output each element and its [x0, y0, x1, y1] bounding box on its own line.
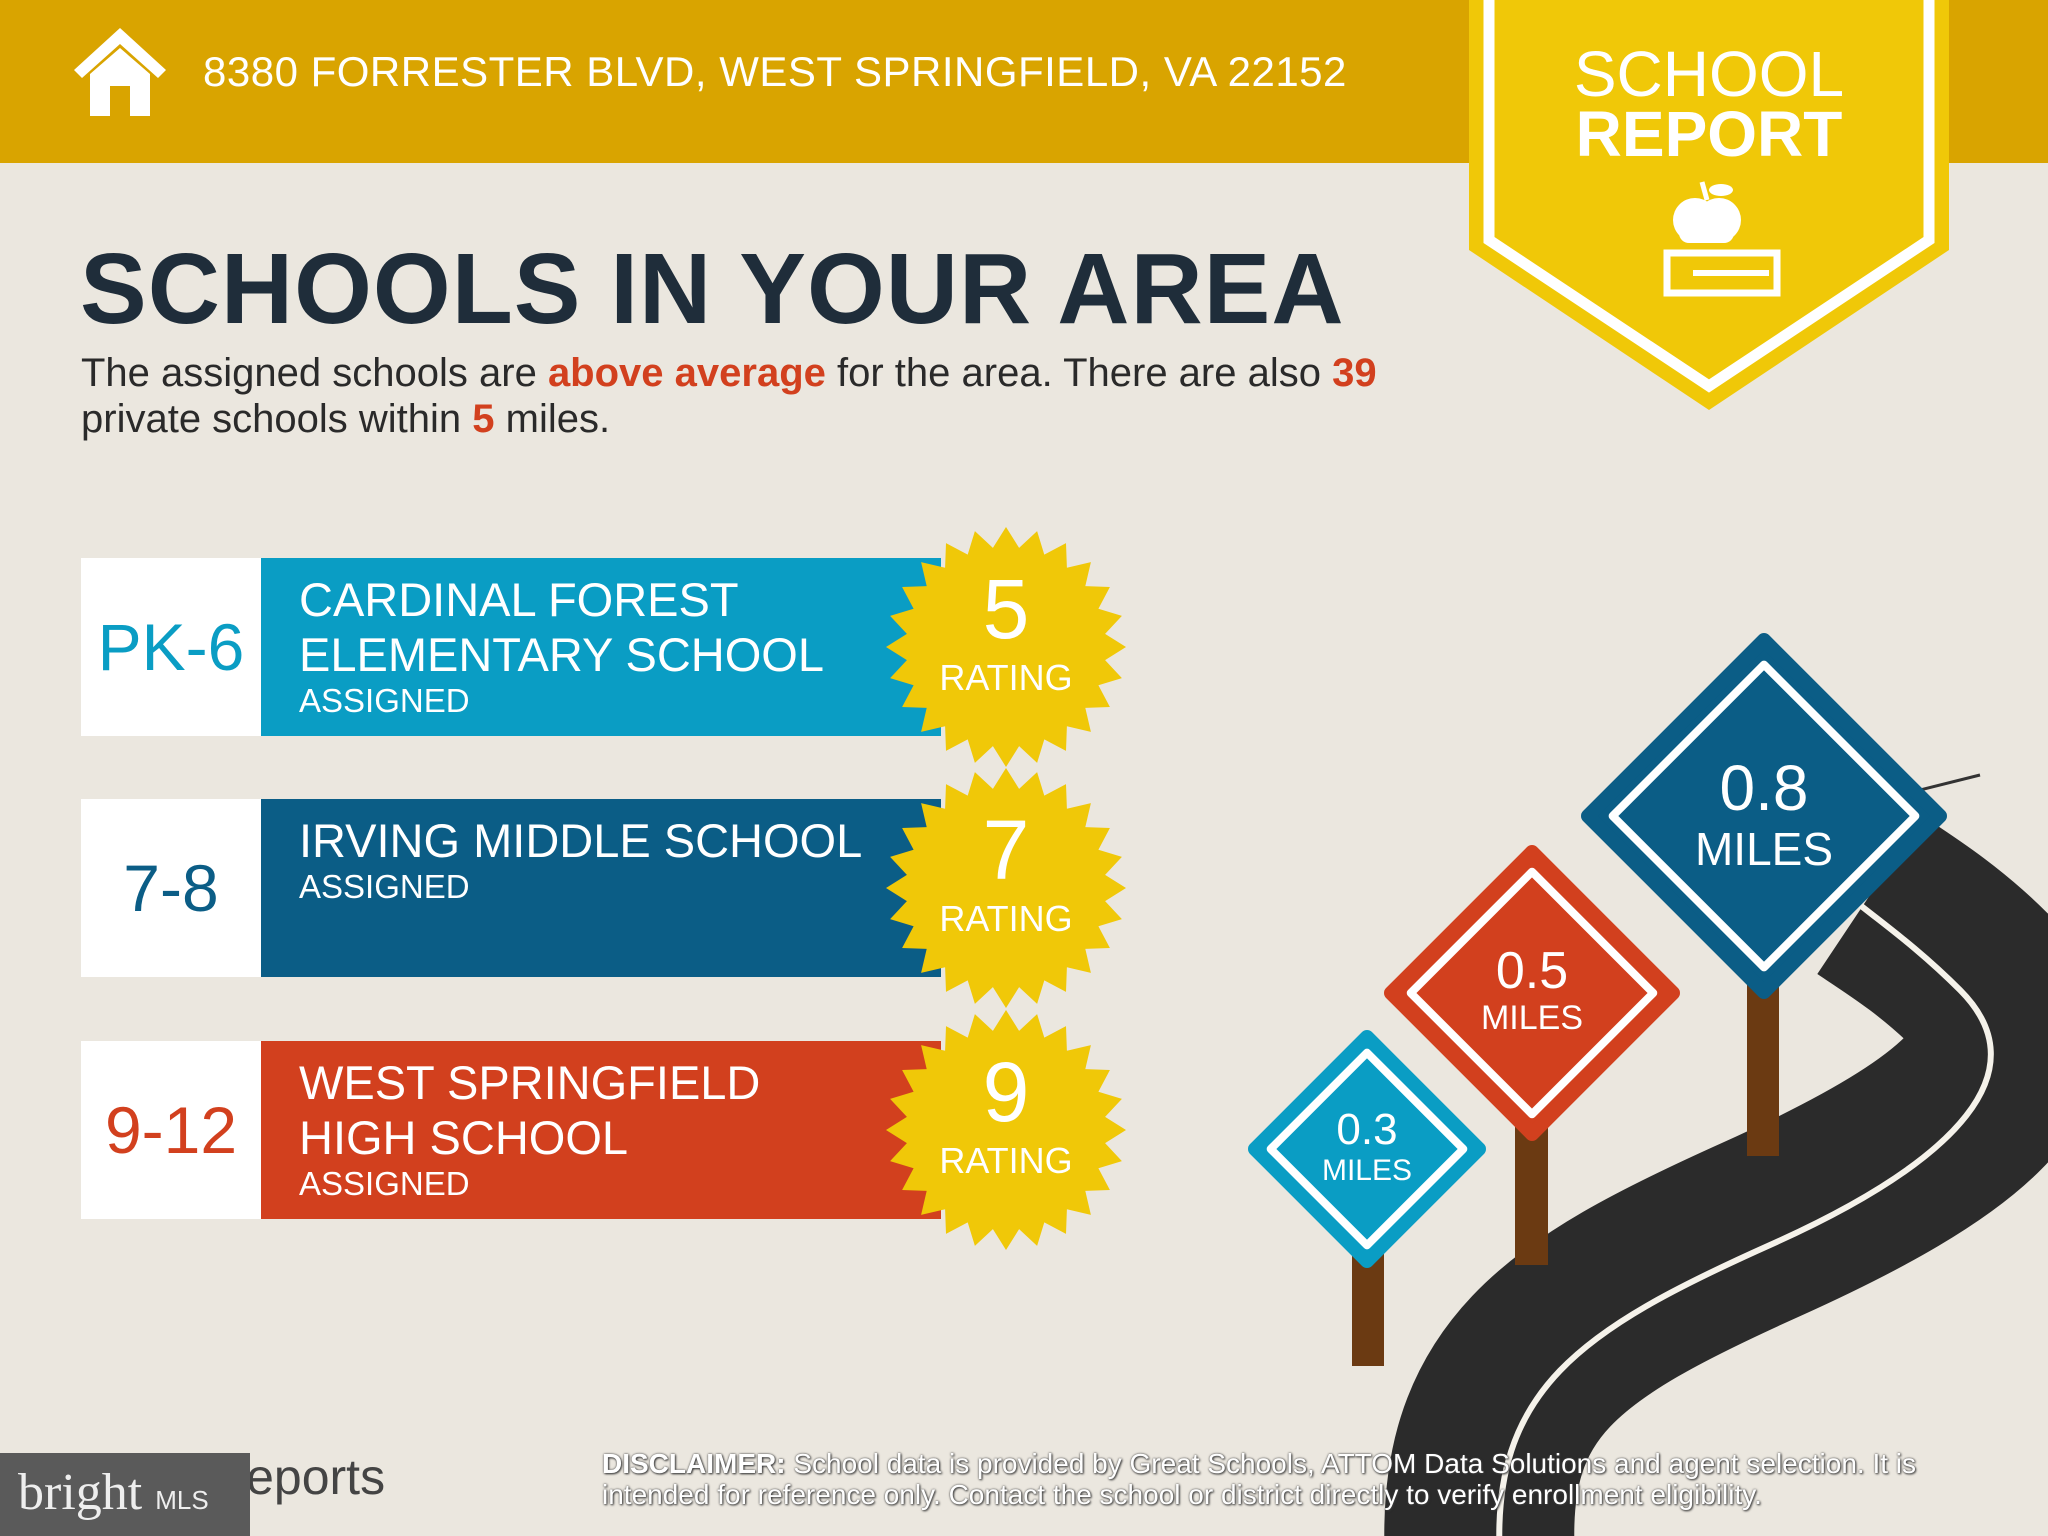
badge-line1: SCHOOL — [1573, 38, 1845, 110]
rating-value: 5 — [982, 562, 1030, 656]
grade-range: 7-8 — [81, 799, 261, 977]
badge-line2: REPORT — [1575, 98, 1843, 170]
sign-post — [1747, 980, 1779, 1156]
page-title: SCHOOLS IN YOUR AREA — [80, 233, 1345, 345]
bright-mls-logo: bright MLS — [0, 1453, 250, 1536]
distance-unit: MILES — [1321, 1154, 1413, 1188]
rating-badge: 7 RATING — [886, 768, 1126, 1008]
distance-value: 0.3 — [1336, 1105, 1398, 1155]
school-name-line2: ELEMENTARY SCHOOL — [299, 628, 824, 681]
grade-range: PK-6 — [81, 558, 261, 736]
distance-label: 0.8 MILES — [1588, 752, 1940, 877]
distance-sign — [1384, 845, 1680, 1141]
distance-value: 0.5 — [1495, 941, 1569, 1000]
road — [1384, 815, 2048, 1536]
sign-border — [1406, 867, 1658, 1119]
rating-value: 7 — [982, 803, 1030, 897]
distance-sign — [1581, 633, 1947, 999]
disclaimer: DISCLAIMER: School data is provided by G… — [602, 1448, 1917, 1510]
intro-text: The assigned schools are above average f… — [81, 351, 1377, 441]
rating-label: RATING — [939, 1140, 1073, 1181]
school-row: 9-12 WEST SPRINGFIELD HIGH SCHOOL ASSIGN… — [81, 1010, 1126, 1250]
home-icon — [74, 28, 166, 116]
rating-label: RATING — [939, 898, 1073, 939]
school-info: CARDINAL FOREST ELEMENTARY SCHOOL ASSIGN… — [261, 558, 941, 736]
rating-badge: 9 RATING — [886, 1010, 1126, 1250]
distance-label: 0.5 MILES — [1391, 941, 1673, 1039]
rating-badge: 5 RATING — [886, 527, 1126, 767]
distance-value: 0.8 — [1719, 752, 1809, 825]
starburst-icon — [886, 1010, 1126, 1250]
sign-border — [1266, 1048, 1468, 1250]
sign-post — [1352, 1254, 1384, 1366]
apple-books-icon — [1663, 181, 1781, 297]
starburst-icon — [886, 527, 1126, 767]
grade-range: 9-12 — [81, 1041, 261, 1219]
school-report-badge — [1469, 0, 1949, 410]
rating-label: RATING — [939, 657, 1073, 698]
school-info: IRVING MIDDLE SCHOOL ASSIGNED — [261, 799, 941, 977]
school-name: WEST SPRINGFIELD — [299, 1056, 761, 1109]
school-name: IRVING MIDDLE SCHOOL — [299, 814, 863, 867]
school-name-line2: HIGH SCHOOL — [299, 1111, 629, 1164]
school-name: CARDINAL FOREST — [299, 573, 739, 626]
school-info: WEST SPRINGFIELD HIGH SCHOOL ASSIGNED — [261, 1041, 941, 1219]
distance-unit: MILES — [1480, 999, 1584, 1038]
school-row: 7-8 IRVING MIDDLE SCHOOL ASSIGNED 7 RATI… — [81, 768, 1126, 1008]
assignment-status: ASSIGNED — [299, 682, 470, 719]
rating-value: 9 — [982, 1045, 1030, 1139]
road-line — [1496, 902, 1994, 1536]
property-address: 8380 FORRESTER BLVD, WEST SPRINGFIELD, V… — [203, 48, 1347, 95]
sign-post — [1515, 1123, 1548, 1265]
distance-sign — [1248, 1030, 1486, 1268]
school-row: PK-6 CARDINAL FOREST ELEMENTARY SCHOOL A… — [81, 527, 1126, 767]
distance-label: 0.3 MILES — [1255, 1105, 1479, 1189]
distance-unit: MILES — [1694, 823, 1834, 876]
sign-border — [1608, 660, 1920, 972]
assignment-status: ASSIGNED — [299, 868, 470, 905]
starburst-icon — [886, 768, 1126, 1008]
assignment-status: ASSIGNED — [299, 1165, 470, 1202]
